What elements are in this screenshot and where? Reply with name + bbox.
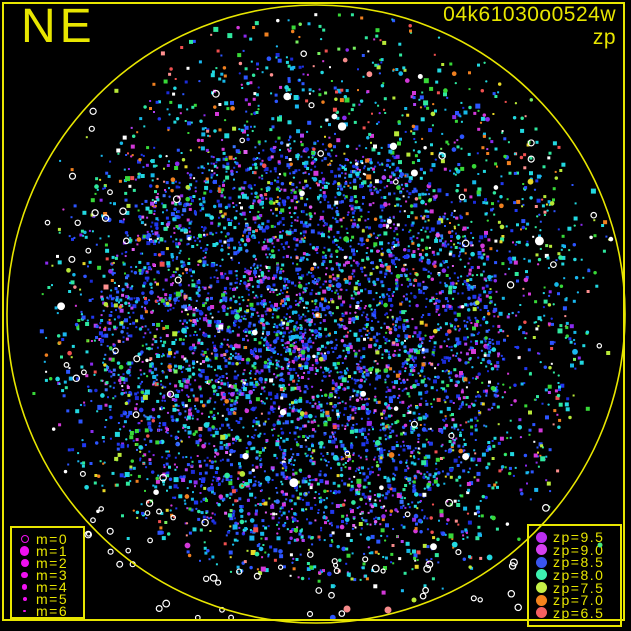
m-legend-item: m=2 (18, 555, 80, 571)
zp-legend-marker-dot (536, 607, 547, 619)
zp-legend-marker-dot (536, 594, 547, 606)
zp-legend-marker-dot (536, 569, 547, 581)
m-legend-marker (18, 609, 31, 613)
orientation-label: NE (21, 0, 96, 53)
zp-legend-item: zp=8.0 (535, 566, 617, 583)
zp-legend-label: zp=7.0 (553, 592, 605, 609)
accent-point-layer (343, 542, 603, 614)
m-legend-marker-dot (19, 546, 30, 556)
zp-legend-marker (535, 607, 548, 619)
star-points-layer (32, 13, 614, 621)
m-legend-marker-dot (21, 571, 28, 579)
zp-legend-marker (535, 582, 548, 594)
zp-legend-label: zp=6.5 (553, 604, 605, 621)
m-legend-label: m=0 (36, 531, 69, 547)
bright-star-layer (57, 74, 544, 551)
m-legend-label: m=1 (36, 543, 69, 559)
zp-legend-marker (535, 531, 548, 543)
m-legend-label: m=3 (36, 567, 69, 583)
zp-legend-label: zp=7.5 (553, 579, 605, 596)
m-legend-marker-dot (20, 559, 29, 567)
m-legend-label: m=2 (36, 555, 69, 571)
white-ring-layer (44, 50, 603, 621)
zp-legend-marker (535, 556, 548, 568)
zp-legend-marker (535, 594, 548, 606)
m-legend-marker-dot (22, 597, 27, 601)
m-legend-label: m=4 (36, 579, 69, 595)
zp-legend-item: zp=6.5 (535, 604, 617, 621)
zp-legend-item: zp=8.5 (535, 554, 617, 571)
m-legend-marker (18, 597, 31, 601)
zp-legend-item: zp=7.5 (535, 579, 617, 596)
m-legend-item: m=0 (18, 531, 80, 547)
m-legend-item: m=6 (18, 603, 80, 619)
m-legend-item: m=4 (18, 579, 80, 595)
zp-legend-item: zp=9.0 (535, 541, 617, 558)
m-legend-item: m=3 (18, 567, 80, 583)
zp-legend-label: zp=9.5 (553, 529, 605, 545)
m-legend-marker (18, 546, 31, 556)
m-legend-marker-dot (21, 584, 28, 590)
magnitude-legend: m=0 m=1 m=2 m=3 m=4 m=5 m=6 (10, 526, 85, 619)
zp-legend-label: zp=8.5 (553, 554, 605, 571)
zp-legend-item: zp=9.5 (535, 529, 617, 545)
zp-legend-item: zp=7.0 (535, 592, 617, 609)
m-legend-label: m=6 (36, 603, 69, 619)
m-legend-label: m=5 (36, 591, 69, 607)
m-legend-marker (18, 584, 31, 590)
zp-legend-marker (535, 569, 548, 581)
zp-legend-label: zp=8.0 (553, 566, 605, 583)
zp-legend-marker-dot (536, 544, 547, 556)
zp-legend-marker-dot (536, 556, 547, 568)
zp-legend-marker-dot (536, 582, 547, 594)
m-legend-marker (18, 559, 31, 567)
m-legend-item: m=1 (18, 543, 80, 559)
plate-id-label: 04k61030o0524w (443, 3, 616, 26)
m-legend-marker-dot (20, 535, 29, 543)
zp-legend-marker-dot (536, 531, 547, 543)
m-legend-marker (18, 571, 31, 579)
field-boundary-layer (6, 4, 626, 624)
m-legend-marker (18, 535, 31, 543)
colorbar-name-label: zp (592, 26, 616, 49)
m-legend-marker-dot (23, 609, 26, 613)
m-legend-item: m=5 (18, 591, 80, 607)
zp-legend-label: zp=9.0 (553, 541, 605, 558)
zp-color-legend: zp=9.5 zp=9.0 zp=8.5 zp=8.0 zp=7.5 zp=7.0 zp=6… (527, 524, 622, 627)
zp-legend-marker (535, 544, 548, 556)
